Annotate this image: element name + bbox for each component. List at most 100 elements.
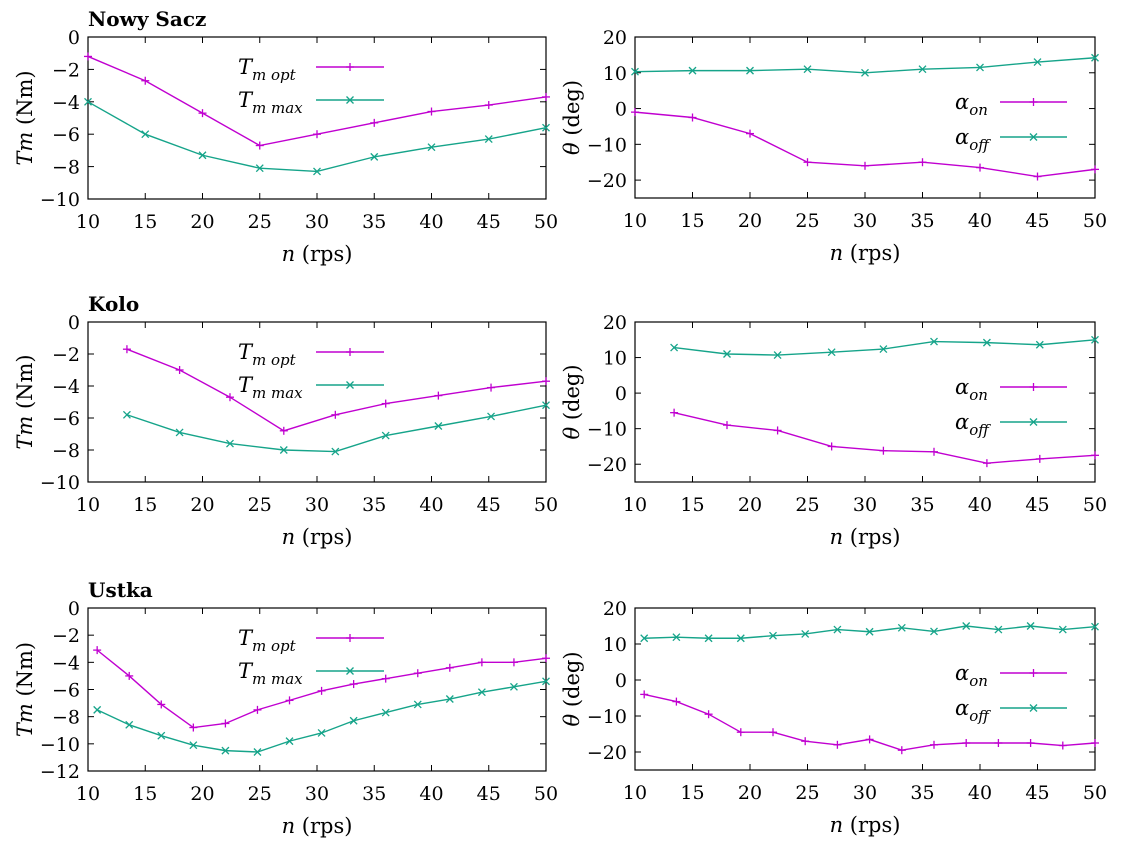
data-point bbox=[487, 412, 495, 421]
y-tick-label: 20 bbox=[603, 312, 627, 334]
data-point bbox=[370, 118, 379, 127]
x-tick-label: 25 bbox=[795, 210, 819, 232]
data-point bbox=[445, 695, 454, 703]
legend-label: αoff bbox=[955, 125, 991, 154]
y-tick-label: −6 bbox=[52, 124, 80, 146]
x-tick-label: 35 bbox=[910, 210, 934, 232]
data-point bbox=[930, 337, 938, 346]
data-point bbox=[84, 97, 92, 106]
data-point bbox=[704, 634, 713, 643]
chart-panel-4: 10 15 20 25 30 35 40 45 50 20 10 0 −10 −20 n (rps) θ (d… bbox=[560, 312, 1107, 549]
data-point bbox=[688, 66, 697, 75]
data-point bbox=[746, 66, 754, 75]
y-tick-label: −6 bbox=[52, 680, 80, 702]
x-tick-label: 45 bbox=[477, 783, 501, 805]
data-point bbox=[477, 688, 486, 697]
data-point bbox=[221, 719, 230, 728]
data-point bbox=[445, 663, 454, 672]
x-tick-label: 50 bbox=[534, 211, 558, 233]
data-point bbox=[962, 739, 971, 747]
data-point bbox=[976, 163, 984, 172]
data-point bbox=[897, 623, 906, 632]
data-point bbox=[982, 459, 991, 468]
data-point bbox=[1035, 340, 1044, 349]
y-tick-label: 0 bbox=[615, 99, 627, 121]
data-point bbox=[221, 746, 230, 755]
data-point bbox=[769, 631, 777, 640]
x-tick-label: 15 bbox=[133, 494, 157, 516]
data-point bbox=[93, 705, 102, 714]
x-tick-label: 40 bbox=[419, 211, 443, 233]
data-point bbox=[413, 700, 422, 709]
legend-marker bbox=[1029, 418, 1038, 426]
data-point bbox=[413, 669, 422, 678]
x-tick-label: 35 bbox=[362, 494, 386, 516]
data-point bbox=[175, 366, 184, 374]
data-point bbox=[962, 622, 971, 630]
data-point bbox=[331, 447, 340, 456]
legend-label: Tm opt bbox=[238, 626, 297, 655]
data-point bbox=[769, 728, 777, 737]
plot-frame bbox=[87, 36, 547, 200]
plot-frame bbox=[634, 321, 1096, 483]
data-point bbox=[477, 658, 486, 667]
x-tick-label: 50 bbox=[1083, 782, 1107, 804]
data-point bbox=[982, 338, 991, 347]
x-tick-label: 10 bbox=[76, 211, 100, 233]
data-point bbox=[723, 421, 731, 430]
data-point bbox=[122, 410, 131, 419]
y-tick-label: −20 bbox=[587, 742, 627, 764]
x-tick-label: 20 bbox=[738, 210, 762, 232]
data-point bbox=[285, 696, 294, 705]
data-point bbox=[640, 634, 649, 643]
data-point bbox=[1058, 625, 1067, 634]
y-tick-label: −10 bbox=[40, 189, 80, 211]
x-axis-label: n (rps) bbox=[282, 242, 353, 266]
data-point bbox=[484, 101, 493, 110]
x-tick-label: 35 bbox=[910, 782, 934, 804]
data-point bbox=[542, 654, 550, 663]
data-point bbox=[688, 113, 697, 122]
data-point bbox=[484, 135, 493, 144]
y-tick-label: 20 bbox=[603, 598, 627, 620]
data-point bbox=[801, 629, 810, 638]
data-point bbox=[198, 109, 207, 118]
data-point bbox=[313, 167, 321, 176]
data-point bbox=[381, 708, 390, 717]
y-tick-label: 10 bbox=[603, 63, 627, 85]
data-point bbox=[865, 735, 874, 744]
chart-title: Kolo bbox=[88, 292, 139, 316]
x-tick-label: 35 bbox=[362, 211, 386, 233]
data-point bbox=[434, 391, 443, 400]
data-point bbox=[1091, 335, 1099, 344]
data-point bbox=[255, 164, 264, 173]
chart-panel-6: 10 15 20 25 30 35 40 45 50 20 10 0 −10 −20 n (rps) θ (d… bbox=[560, 598, 1107, 837]
data-point bbox=[930, 627, 938, 636]
x-tick-label: 35 bbox=[362, 783, 386, 805]
x-axis-label: n (rps) bbox=[282, 525, 353, 549]
data-point bbox=[723, 350, 731, 358]
x-tick-label: 25 bbox=[248, 211, 272, 233]
data-point bbox=[897, 746, 906, 755]
x-tick-label: 10 bbox=[76, 783, 100, 805]
data-point bbox=[125, 671, 134, 680]
data-point bbox=[84, 52, 92, 61]
y-tick-label: −4 bbox=[52, 92, 80, 114]
data-point bbox=[827, 348, 836, 357]
x-tick-label: 10 bbox=[76, 494, 100, 516]
data-point bbox=[746, 129, 754, 138]
x-tick-label: 25 bbox=[795, 782, 819, 804]
data-point bbox=[865, 627, 874, 636]
y-tick-label: 0 bbox=[68, 598, 80, 620]
x-tick-label: 30 bbox=[853, 210, 877, 232]
data-point bbox=[509, 682, 518, 691]
x-tick-label: 40 bbox=[968, 494, 992, 516]
data-point bbox=[833, 625, 842, 634]
x-tick-label: 10 bbox=[623, 210, 647, 232]
data-point bbox=[253, 705, 262, 714]
data-point bbox=[349, 716, 358, 725]
y-tick-label: 0 bbox=[68, 27, 80, 49]
legend-marker bbox=[346, 381, 354, 389]
data-point bbox=[879, 446, 888, 455]
y-axis-label: θ (deg) bbox=[560, 80, 584, 155]
